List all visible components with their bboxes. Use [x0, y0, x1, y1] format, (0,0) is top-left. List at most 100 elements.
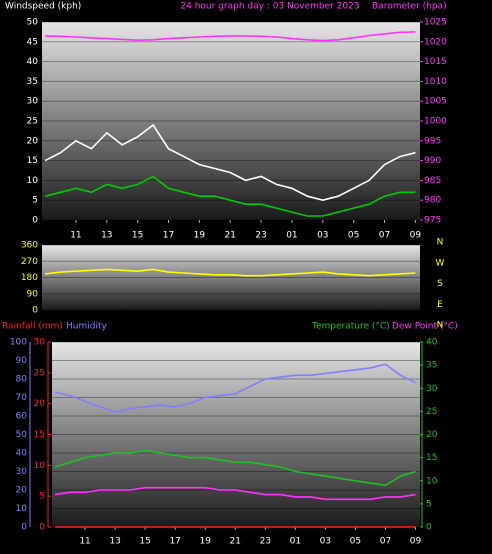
x-tick-label: 15: [139, 537, 150, 547]
y-tick-label: 70: [16, 393, 28, 403]
x-tick-label: 03: [320, 537, 331, 547]
y-tick-label: 40: [27, 57, 39, 67]
y2-tick-label: 25: [426, 407, 437, 417]
y2-tick-label: 995: [424, 136, 441, 146]
compass-label: E: [437, 300, 443, 310]
y2-tick-label: 20: [426, 430, 438, 440]
y2-tick-label: 5: [426, 499, 432, 509]
direction-panel: [42, 245, 420, 310]
x-tick-label: 13: [109, 537, 120, 547]
rain-tick-label: 30: [34, 338, 46, 348]
series-line: [44, 123, 416, 202]
y-tick-label: 50: [27, 18, 39, 28]
y-tick-label: 15: [27, 156, 38, 166]
y2-tick-label: 1010: [424, 77, 447, 87]
y2-tick-label: 40: [426, 338, 438, 348]
compass-label: S: [437, 279, 443, 289]
x-tick-label: 03: [317, 231, 328, 241]
x-tick-label: 01: [290, 537, 301, 547]
y2-tick-label: 1000: [424, 117, 447, 127]
y-tick-label: 90: [27, 289, 39, 299]
rain-tick-label: 0: [39, 523, 45, 533]
y2-tick-label: 0: [426, 523, 432, 533]
rain-tick-label: 15: [34, 430, 45, 440]
x-tick-label: 21: [225, 231, 236, 241]
x-tick-label: 05: [350, 537, 361, 547]
y-tick-label: 50: [16, 430, 28, 440]
compass-label: N: [437, 238, 444, 248]
y-tick-label: 40: [16, 449, 28, 459]
y-tick-label: 25: [27, 117, 38, 127]
series-line: [54, 486, 416, 501]
y-tick-label: 80: [16, 375, 28, 385]
series-line: [44, 175, 416, 217]
x-tick-label: 23: [260, 537, 271, 547]
series-line: [45, 268, 416, 277]
compass-label: W: [436, 258, 445, 268]
compass-label: N: [437, 321, 444, 331]
y-tick-label: 20: [16, 486, 28, 496]
y2-tick-label: 1025: [424, 18, 447, 28]
wind-header: Windspeed (kph): [5, 2, 81, 12]
y-tick-label: 30: [27, 97, 39, 107]
rain-tick-label: 20: [34, 399, 46, 409]
x-tick-label: 13: [101, 231, 112, 241]
series-line: [54, 363, 416, 414]
y2-tick-label: 980: [424, 196, 441, 206]
y-tick-label: 360: [21, 241, 38, 251]
y2-tick-label: 1020: [424, 37, 447, 47]
x-tick-label: 09: [410, 537, 422, 547]
x-tick-label: 23: [255, 231, 266, 241]
x-tick-label: 07: [380, 537, 391, 547]
y-tick-label: 45: [27, 37, 38, 47]
y2-tick-label: 990: [424, 156, 441, 166]
dew-header: Dew Point (°C): [392, 322, 458, 332]
series-line: [45, 31, 416, 42]
rain-header: Rainfall (mm): [2, 322, 63, 332]
y2-tick-label: 35: [426, 361, 437, 371]
chart-title: 24 hour graph day : 03 November 2023: [180, 2, 359, 12]
y2-tick-label: 985: [424, 176, 441, 186]
y-tick-label: 20: [27, 136, 39, 146]
y-tick-label: 270: [21, 257, 38, 267]
x-tick-label: 05: [348, 231, 359, 241]
y2-tick-label: 10: [426, 476, 438, 486]
x-tick-label: 17: [169, 537, 180, 547]
humidity-header: Humidity: [66, 322, 107, 332]
x-tick-label: 15: [132, 231, 143, 241]
y-tick-label: 90: [16, 356, 28, 366]
y2-tick-label: 1005: [424, 97, 447, 107]
y2-tick-label: 15: [426, 453, 437, 463]
rain-tick-label: 10: [34, 461, 46, 471]
temp-panel: [52, 342, 420, 527]
y-tick-label: 30: [16, 467, 28, 477]
x-tick-label: 21: [230, 537, 241, 547]
y-tick-label: 0: [32, 306, 38, 316]
y-tick-label: 10: [16, 504, 28, 514]
x-tick-label: 07: [379, 231, 390, 241]
y-tick-label: 100: [10, 338, 27, 348]
x-tick-label: 01: [286, 231, 297, 241]
x-tick-label: 11: [70, 231, 81, 241]
temp-header: Temperature (°C): [311, 322, 390, 332]
x-tick-label: 17: [163, 231, 174, 241]
x-tick-label: 19: [194, 231, 206, 241]
y-tick-label: 10: [27, 176, 39, 186]
y2-tick-label: 975: [424, 216, 441, 226]
y-tick-label: 180: [21, 273, 38, 283]
y2-tick-label: 1015: [424, 57, 447, 67]
x-tick-label: 11: [79, 537, 90, 547]
y-tick-label: 5: [32, 196, 38, 206]
y-tick-label: 60: [16, 412, 28, 422]
y-tick-label: 35: [27, 77, 38, 87]
y-tick-label: 0: [21, 523, 27, 533]
rain-tick-label: 25: [34, 368, 45, 378]
baro-header: Barometer (hpa): [372, 2, 447, 12]
x-tick-label: 09: [410, 231, 422, 241]
rain-tick-label: 5: [39, 492, 45, 502]
y2-tick-label: 30: [426, 384, 438, 394]
x-tick-label: 19: [199, 537, 211, 547]
y-tick-label: 0: [32, 216, 38, 226]
series-line: [54, 449, 416, 487]
